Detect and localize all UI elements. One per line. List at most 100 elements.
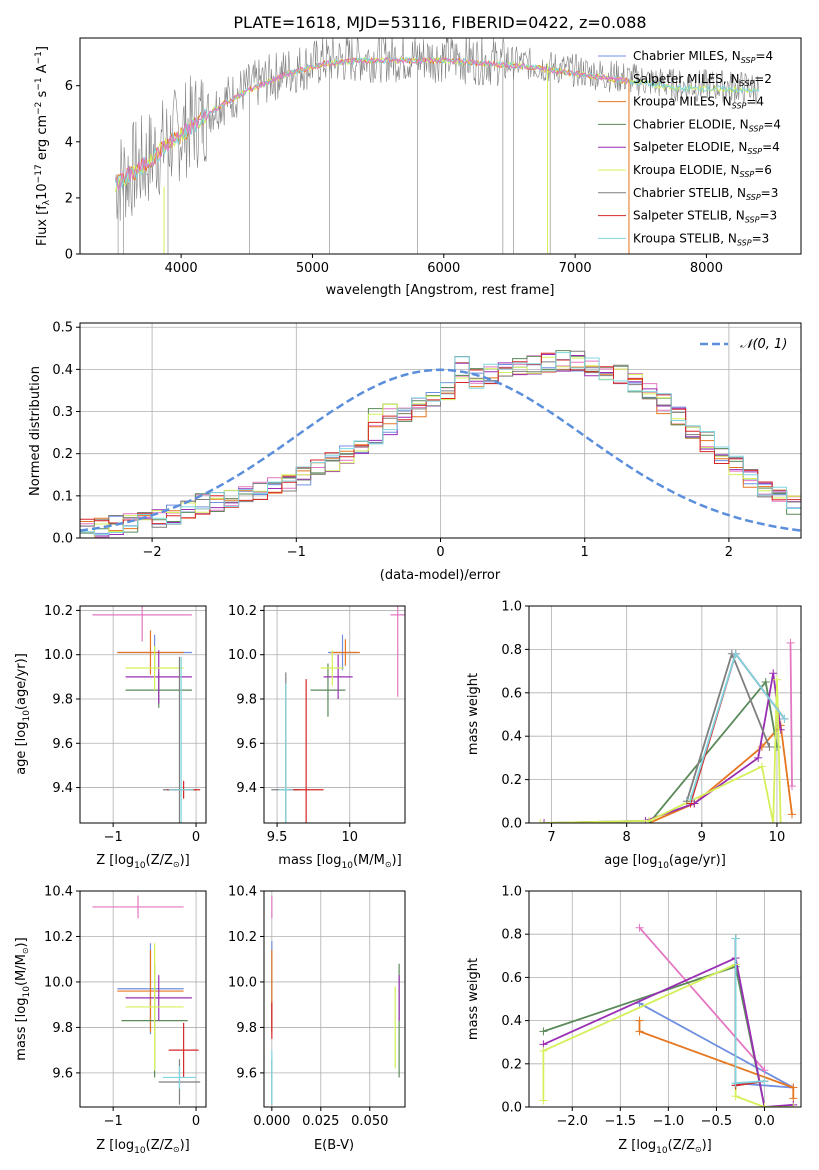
axes-frame [79, 37, 802, 255]
series-marker [731, 934, 740, 943]
legend-label: Chabrier MILES, NSSP=4 [633, 49, 773, 65]
y-tick-label: 0.2 [52, 447, 73, 462]
y-tick-label: 9.4 [52, 781, 73, 796]
series-marker [786, 638, 795, 647]
series-marker [769, 819, 778, 823]
series-marker [772, 743, 781, 752]
x-tick-label: −1 [287, 545, 306, 560]
series-marker [635, 923, 644, 932]
y-tick-label: 1.0 [501, 600, 522, 615]
axes-massweight-vs-Z: −2.0 −1.5 −1.0 −0.5 0.0 0.0 0.2 0.4 0.6 0.8 1.0 [501, 885, 802, 1129]
series-line [648, 679, 778, 823]
axes-frame [79, 890, 207, 1108]
plot-area-massweight-vs-age [536, 638, 796, 823]
series-line [638, 1020, 795, 1099]
y-tick-label: 9.4 [236, 781, 257, 796]
spectrum-model [115, 57, 630, 190]
x-tick-label: −1.0 [653, 1114, 685, 1129]
y-tick-label: 0.6 [501, 971, 522, 986]
plot-area-residuals [80, 350, 801, 538]
x-tick-label: 0.000 [253, 1114, 290, 1129]
axes-spectrum: 4000 5000 6000 7000 8000 0 2 4 6 Chabrier MILES, … [65, 37, 802, 276]
series-marker [772, 675, 781, 684]
axes-frame [528, 605, 802, 824]
y-tick-label: 10.0 [228, 648, 257, 663]
series-marker [780, 714, 789, 723]
x-axis-label: mass [log10(M/M⊙)] [278, 853, 401, 871]
spectrum-legend: Chabrier MILES, NSSP=4 Salpeter MILES, NS… [598, 49, 781, 247]
axes-massweight-vs-age: 7 8 9 10 0.0 0.2 0.4 0.6 0.8 1.0 [501, 600, 802, 845]
x-tick-label: −1.5 [605, 1114, 637, 1129]
legend-label: Salpeter STELIB, NSSP=3 [633, 209, 777, 225]
series-marker [754, 753, 763, 762]
axes-frame [79, 605, 207, 824]
y-tick-label: 9.6 [236, 1066, 257, 1081]
y-axis-label: mass weight [466, 673, 481, 755]
series-marker [539, 1027, 548, 1036]
y-tick-label: 10.0 [228, 975, 257, 990]
legend-label: Chabrier STELIB, NSSP=3 [633, 186, 778, 202]
x-axis-label: Z [log10(Z/Z⊙)] [96, 853, 190, 871]
x-tick-label: 6000 [427, 261, 460, 276]
y-tick-label: 9.6 [52, 737, 73, 752]
x-tick-label: −2 [143, 545, 162, 560]
y-tick-label: 0.1 [52, 489, 73, 504]
y-tick-label: 10.4 [44, 885, 73, 900]
x-tick-label: 4000 [165, 261, 198, 276]
series-line [638, 927, 766, 1071]
legend-label: Kroupa MILES, NSSP=4 [633, 95, 764, 111]
x-axis-label: Z [log10(Z/Z⊙)] [96, 1138, 190, 1156]
series-marker [635, 1016, 644, 1025]
x-axis-label: (data-model)/error [380, 568, 501, 583]
y-axis-label: age [log10(age/yr)] [14, 653, 32, 775]
series-line [540, 679, 782, 823]
y-axis-label: mass weight [466, 958, 481, 1040]
series-marker [789, 1083, 798, 1092]
series-marker [645, 816, 654, 823]
series-line [689, 651, 786, 800]
y-tick-label: 9.8 [52, 693, 73, 708]
axes-frame [528, 890, 802, 1108]
y-tick-label: 6 [65, 79, 73, 94]
x-tick-label: 0.0 [754, 1114, 775, 1129]
plot-area-age-vs-Z [92, 606, 201, 823]
legend-label: Chabrier ELODIE, NSSP=4 [633, 117, 781, 133]
y-tick-label: 0.2 [501, 1057, 522, 1072]
series-marker [760, 1103, 769, 1107]
y-tick-label: 0.4 [52, 363, 73, 378]
axes-frame [263, 605, 406, 824]
y-tick-label: 0.0 [501, 817, 522, 832]
x-tick-label: 9 [698, 830, 706, 845]
x-tick-label: 7000 [559, 261, 592, 276]
series-marker [761, 677, 770, 686]
series-marker [765, 743, 774, 752]
y-tick-label: 10.2 [44, 930, 73, 945]
x-axis-label: wavelength [Angstrom, rest frame] [326, 283, 555, 298]
x-tick-label: −0.5 [701, 1114, 733, 1129]
series-marker [731, 649, 740, 658]
axes-residuals: −2 −1 0 1 2 0.0 0.1 0.2 0.3 0.4 0.5 𝒩(0, 1) [52, 321, 802, 560]
y-tick-label: 0.4 [501, 730, 522, 745]
y-tick-label: 9.8 [52, 1021, 73, 1036]
spectrum-model [115, 56, 630, 184]
series-marker [769, 669, 778, 678]
y-tick-label: 0.3 [52, 405, 73, 420]
series-marker [536, 819, 545, 823]
x-tick-label: 0 [436, 545, 444, 560]
series-line [543, 956, 794, 1107]
x-tick-label: 0 [192, 830, 200, 845]
plot-area-spectrum [115, 38, 760, 254]
legend-label: Salpeter MILES, NSSP=2 [633, 72, 772, 88]
plot-area-mass-vs-EBV [271, 895, 400, 1105]
y-tick-label: 0 [65, 248, 73, 263]
y-tick-label: 0.6 [501, 686, 522, 701]
y-tick-label: 10.0 [44, 648, 73, 663]
gaussian-curve [80, 368, 801, 532]
y-tick-label: 0.8 [501, 928, 522, 943]
plot-area-age-vs-mass [271, 606, 405, 823]
x-tick-label: −1 [104, 1114, 123, 1129]
series-marker [757, 762, 766, 771]
x-tick-label: 2 [725, 545, 733, 560]
y-axis-label: mass [log10(M/M⊙)] [14, 937, 32, 1060]
x-tick-label: 5000 [296, 261, 329, 276]
